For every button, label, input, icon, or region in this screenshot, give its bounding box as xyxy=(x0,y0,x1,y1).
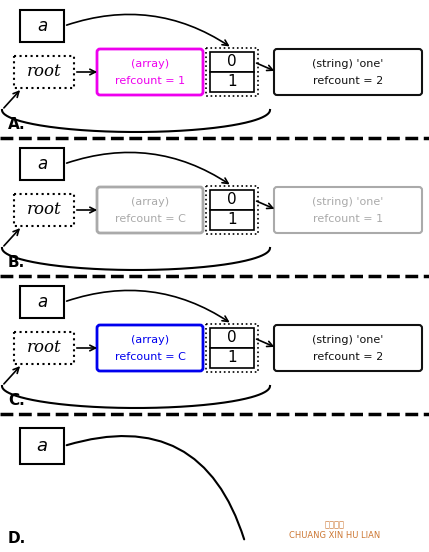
FancyBboxPatch shape xyxy=(210,210,254,230)
Text: a: a xyxy=(37,17,47,35)
FancyBboxPatch shape xyxy=(206,324,258,372)
FancyBboxPatch shape xyxy=(210,72,254,92)
FancyBboxPatch shape xyxy=(97,325,203,371)
FancyBboxPatch shape xyxy=(14,56,74,88)
FancyBboxPatch shape xyxy=(274,187,422,233)
Text: root: root xyxy=(27,201,61,219)
Text: 1: 1 xyxy=(227,213,237,227)
FancyBboxPatch shape xyxy=(210,52,254,72)
Text: refcount = C: refcount = C xyxy=(115,352,185,362)
Text: (array): (array) xyxy=(131,335,169,345)
Text: a: a xyxy=(37,155,47,173)
Text: (string) 'one': (string) 'one' xyxy=(312,197,384,207)
Text: C.: C. xyxy=(8,393,25,408)
FancyBboxPatch shape xyxy=(274,49,422,95)
Text: (string) 'one': (string) 'one' xyxy=(312,59,384,69)
FancyBboxPatch shape xyxy=(97,187,203,233)
Text: A.: A. xyxy=(8,117,26,132)
FancyBboxPatch shape xyxy=(20,286,64,318)
Text: root: root xyxy=(27,339,61,357)
Text: refcount = 1: refcount = 1 xyxy=(115,76,185,86)
Text: refcount = C: refcount = C xyxy=(115,214,185,224)
FancyBboxPatch shape xyxy=(20,148,64,180)
FancyBboxPatch shape xyxy=(14,332,74,364)
Text: 0: 0 xyxy=(227,331,237,346)
Text: B.: B. xyxy=(8,255,25,270)
Text: (array): (array) xyxy=(131,59,169,69)
FancyBboxPatch shape xyxy=(20,10,64,42)
Text: refcount = 2: refcount = 2 xyxy=(313,76,383,86)
Text: a: a xyxy=(36,437,48,455)
Text: refcount = 2: refcount = 2 xyxy=(313,352,383,362)
Text: 创新互联
CHUANG XIN HU LIAN: 创新互联 CHUANG XIN HU LIAN xyxy=(289,521,380,540)
Text: a: a xyxy=(37,293,47,311)
Text: root: root xyxy=(27,63,61,81)
FancyBboxPatch shape xyxy=(210,190,254,210)
Text: 1: 1 xyxy=(227,351,237,365)
Text: refcount = 1: refcount = 1 xyxy=(313,214,383,224)
Text: 1: 1 xyxy=(227,75,237,89)
FancyBboxPatch shape xyxy=(14,194,74,226)
FancyBboxPatch shape xyxy=(206,48,258,96)
Text: 0: 0 xyxy=(227,193,237,208)
Text: D.: D. xyxy=(8,531,26,546)
FancyBboxPatch shape xyxy=(20,428,64,464)
Text: 0: 0 xyxy=(227,55,237,70)
FancyBboxPatch shape xyxy=(206,186,258,234)
Text: (string) 'one': (string) 'one' xyxy=(312,335,384,345)
FancyBboxPatch shape xyxy=(210,348,254,368)
Text: (array): (array) xyxy=(131,197,169,207)
FancyBboxPatch shape xyxy=(97,49,203,95)
FancyBboxPatch shape xyxy=(210,328,254,348)
FancyBboxPatch shape xyxy=(274,325,422,371)
